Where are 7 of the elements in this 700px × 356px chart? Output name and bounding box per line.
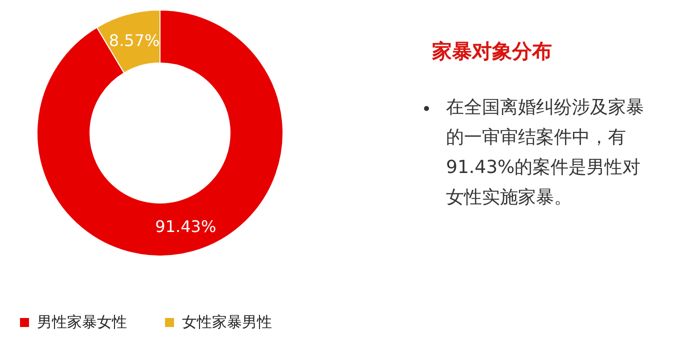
legend-label: 女性家暴男性 — [182, 313, 272, 331]
data-label: 8.57% — [108, 30, 160, 50]
text: 家暴对象分布 — [432, 38, 553, 65]
data-label: 91.43% — [155, 217, 216, 236]
legend-label: 男性家暴女性 — [37, 313, 127, 331]
text: 在全国离婚纠纷涉及家暴的一审审结案件中，有91.43%的案件是男性对女性实施家暴。 — [446, 96, 645, 210]
donut-slice — [36, 10, 284, 256]
